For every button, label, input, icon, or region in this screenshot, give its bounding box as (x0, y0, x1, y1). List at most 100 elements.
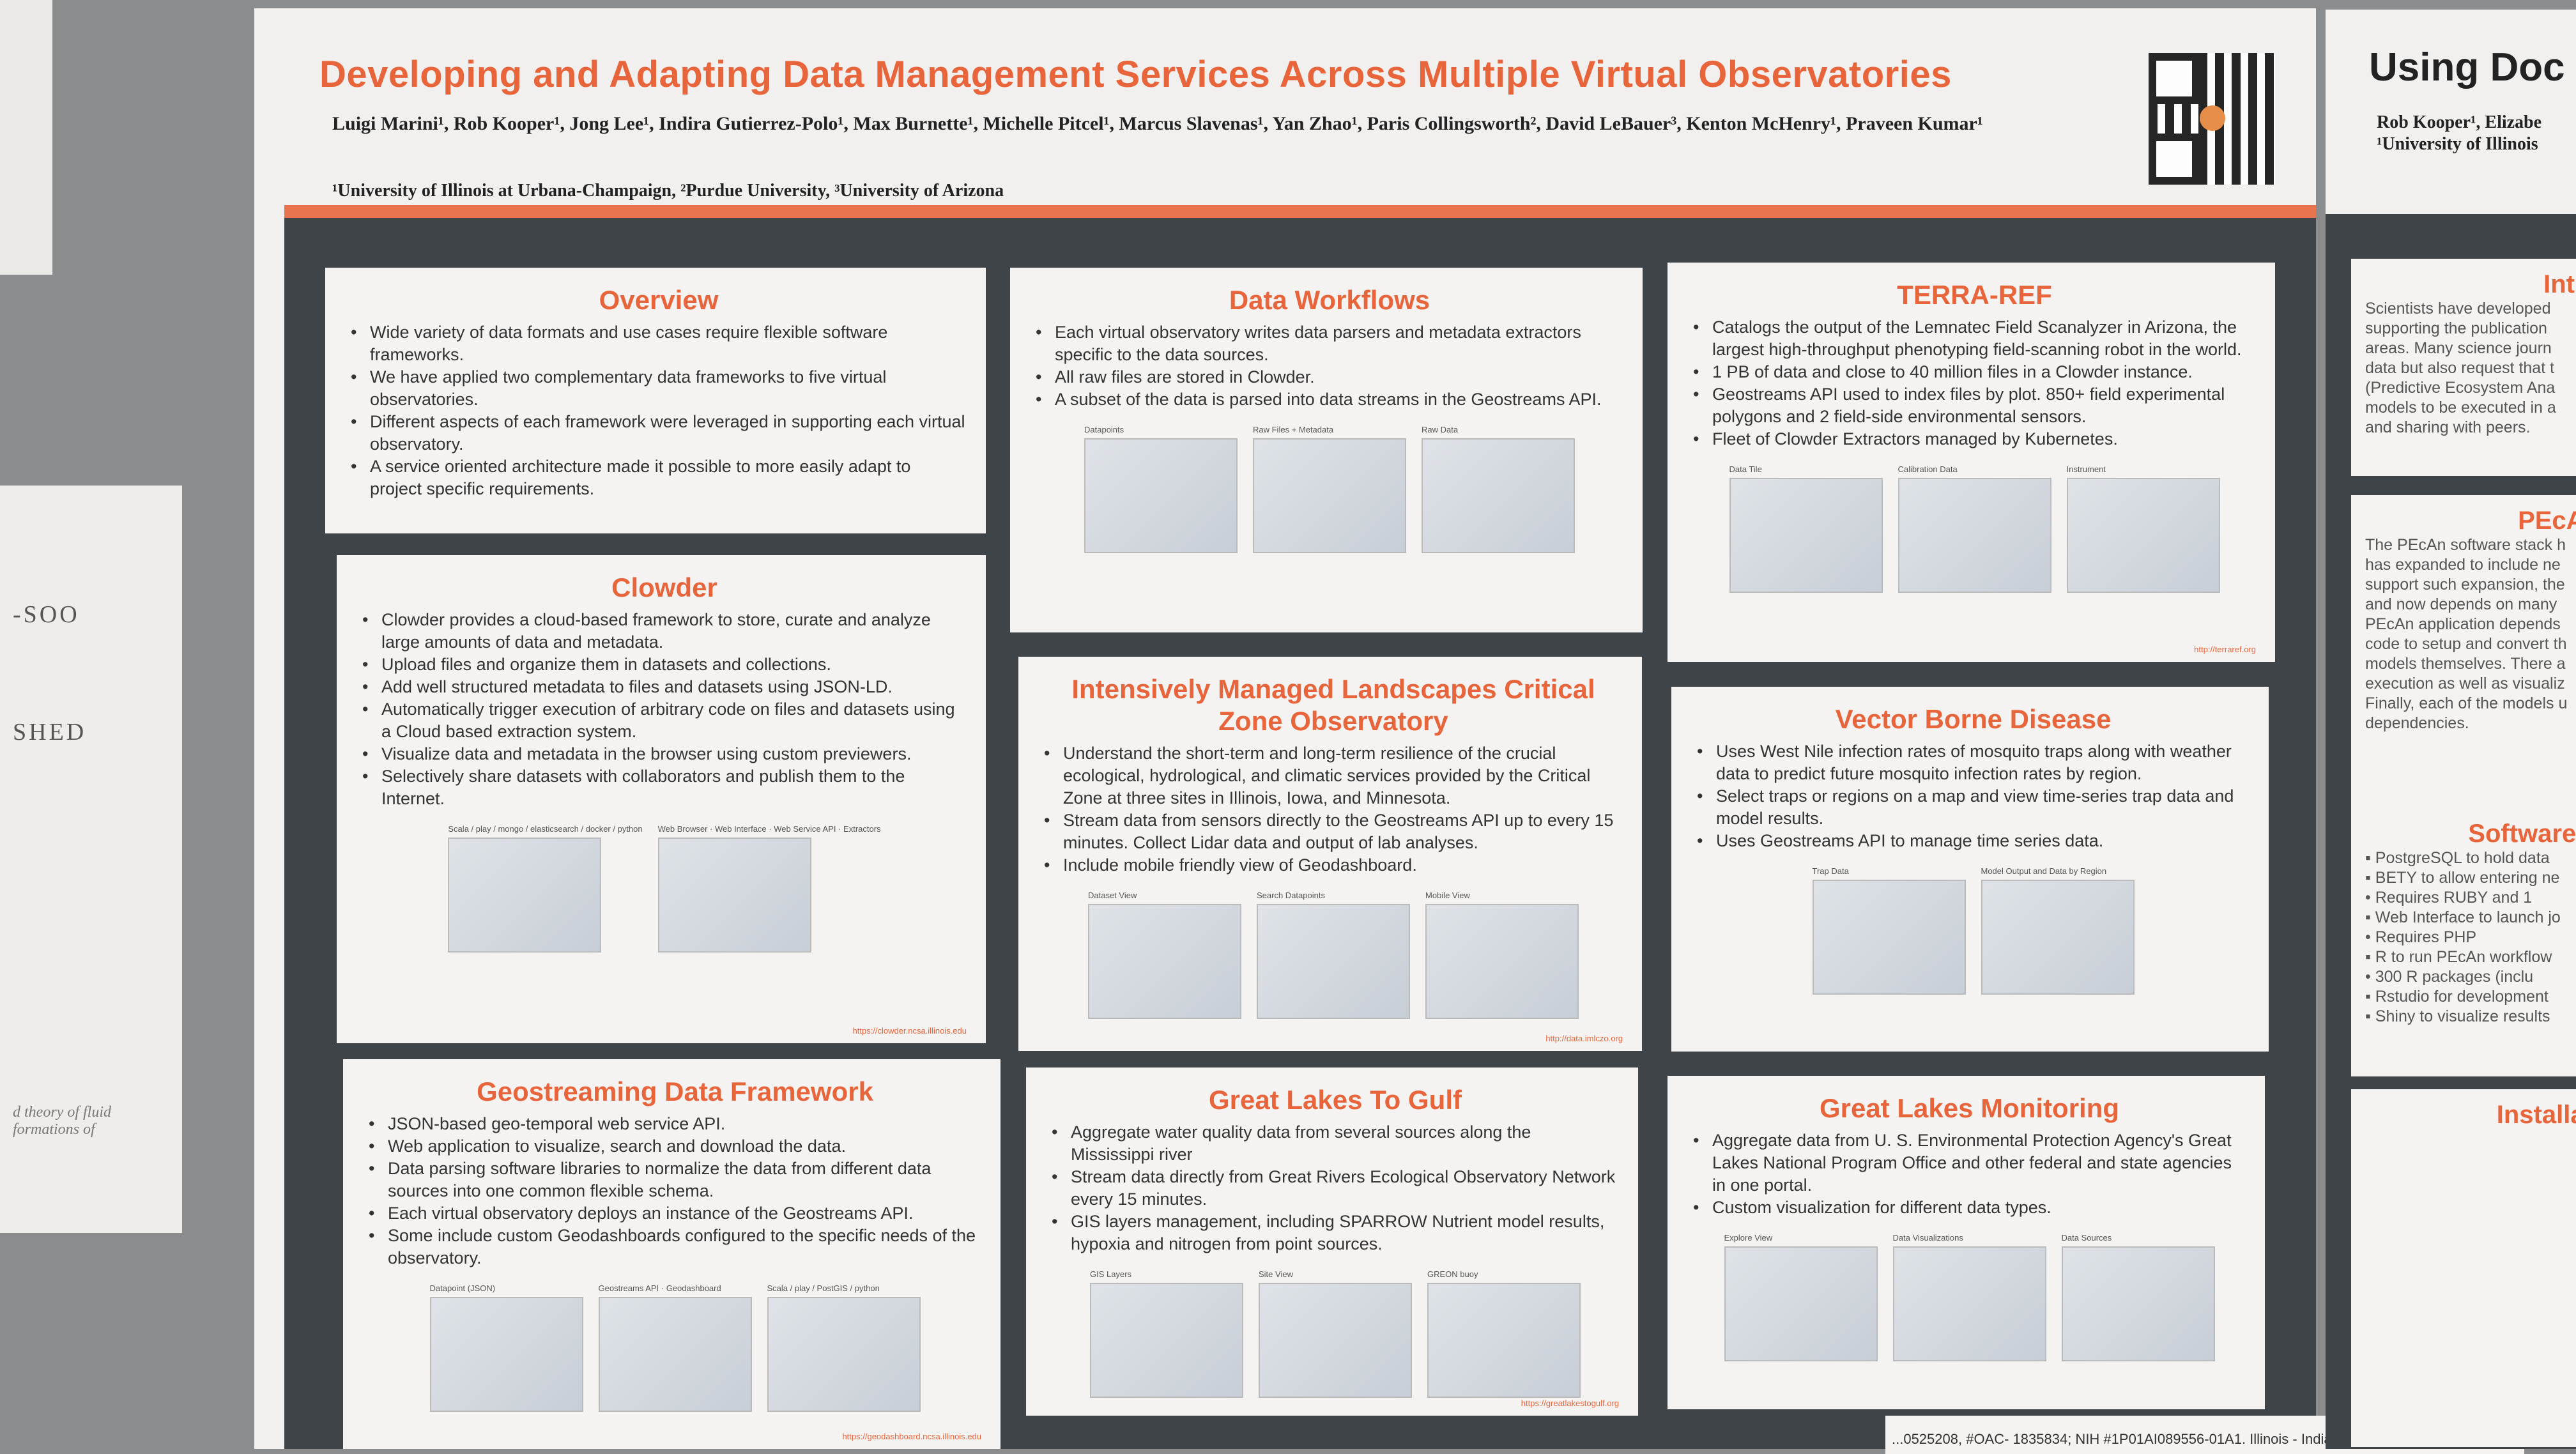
adjacent-poster-left-top (0, 0, 52, 275)
figure-thumbnail: Mobile View (1425, 891, 1579, 1019)
bullet-item: JSON-based geo-temporal web service API. (369, 1113, 981, 1135)
bullet-list: Each virtual observatory writes data par… (1036, 321, 1623, 411)
right-section-line: execution as well as visualiz (2365, 675, 2565, 693)
right-section-title: Installati (2496, 1101, 2576, 1129)
figure-panel: Trap Data Model Output and Data by Region (1697, 866, 2250, 995)
figure-thumbnail: Data Sources (2061, 1233, 2215, 1361)
right-poster-title: Using Doc (2369, 45, 2565, 89)
figure-panel: Explore View Data Visualizations Data Sour… (1693, 1233, 2246, 1361)
figure-panel: Datapoint (JSON) Geostreams API · Geodash… (369, 1283, 981, 1412)
figure-thumbnail: GREON buoy (1427, 1269, 1581, 1398)
bullet-item: Add well structured metadata to files an… (362, 676, 967, 698)
figure-image (1425, 904, 1579, 1019)
bullet-item: Stream data directly from Great Rivers E… (1052, 1166, 1619, 1211)
right-section: Installati (2351, 1089, 2576, 1447)
section-clowder: Clowder Clowder provides a cloud-based fr… (337, 555, 986, 1043)
figure-image (1259, 1283, 1412, 1398)
section-url[interactable]: https://geodashboard.ncsa.illinois.edu (842, 1432, 981, 1441)
section-url[interactable]: https://clowder.ncsa.illinois.edu (852, 1026, 967, 1036)
bullet-item: Wide variety of data formats and use cas… (351, 321, 967, 366)
right-section-line: • Requires PHP (2365, 928, 2477, 946)
bullet-item: A service oriented architecture made it … (351, 455, 967, 500)
bullet-list: Aggregate water quality data from severa… (1052, 1121, 1619, 1255)
poster-title: Developing and Adapting Data Management … (319, 54, 1952, 95)
section-url[interactable]: https://greatlakestogulf.org (1521, 1398, 1619, 1408)
figure-image (1892, 1246, 2046, 1361)
right-section-title: PEcAn (2518, 507, 2576, 535)
right-section-title: Software S (2468, 820, 2576, 848)
figure-caption: Raw Data (1422, 425, 1459, 434)
bullet-item: Automatically trigger execution of arbit… (362, 698, 967, 743)
qr-logo-icon (2200, 105, 2225, 131)
figure-image (2066, 478, 2220, 593)
bullet-item: Some include custom Geodashboards config… (369, 1225, 981, 1269)
bullet-item: Aggregate water quality data from severa… (1052, 1121, 1619, 1166)
figure-caption: Datapoints (1084, 425, 1124, 434)
figure-caption: Data Sources (2061, 1233, 2112, 1243)
right-section-line: PEcAn application depends (2365, 615, 2561, 633)
figure-thumbnail: Datapoint (JSON) (429, 1283, 583, 1412)
right-section-line: dependencies. (2365, 714, 2469, 732)
figure-thumbnail: Geostreams API · Geodashboard (598, 1283, 752, 1412)
bullet-item: All raw files are stored in Clowder. (1036, 366, 1623, 388)
bullet-list: Understand the short-term and long-term … (1044, 742, 1623, 876)
bullet-item: Fleet of Clowder Extractors managed by K… (1693, 428, 2256, 450)
bullet-item: Each virtual observatory writes data par… (1036, 321, 1623, 366)
figure-image (1812, 880, 1966, 995)
section-vector-borne-disease: Vector Borne Disease Uses West Nile infec… (1671, 687, 2269, 1052)
right-section-line: has expanded to include ne (2365, 556, 2561, 574)
figure-panel: Data Tile Calibration Data Instrument (1693, 464, 2256, 593)
right-section-line: ▪ BETY to allow entering ne (2365, 869, 2560, 887)
figure-thumbnail: Model Output and Data by Region (1981, 866, 2135, 995)
bullet-list: Aggregate data from U. S. Environmental … (1693, 1129, 2246, 1219)
right-authors: Rob Kooper¹, Elizabe (2377, 112, 2542, 132)
right-section-line: data but also request that t (2365, 359, 2555, 377)
left-poster-text: -SOO (13, 601, 80, 628)
figure-image (1253, 438, 1406, 553)
right-section-line: ▪ Shiny to visualize results (2365, 1007, 2550, 1025)
right-section-line: (Predictive Ecosystem Ana (2365, 379, 2556, 397)
bullet-item: Upload files and organize them in datase… (362, 654, 967, 676)
figure-caption: Scala / play / mongo / elasticsearch / d… (448, 824, 643, 834)
figure-caption: Calibration Data (1897, 464, 1958, 474)
figure-thumbnail: Instrument (2066, 464, 2220, 593)
figure-image (1724, 1246, 1878, 1361)
section-url[interactable]: http://data.imlczo.org (1545, 1034, 1623, 1043)
section-title: Clowder (611, 572, 717, 602)
figure-image (767, 1297, 921, 1412)
bullet-item: Data parsing software libraries to norma… (369, 1158, 981, 1202)
figure-caption: Site View (1259, 1269, 1293, 1279)
section-title: Overview (599, 285, 719, 315)
main-poster: Developing and Adapting Data Management … (254, 8, 2524, 1454)
figure-image (1729, 478, 1883, 593)
qr-code (2149, 53, 2275, 185)
header-divider (284, 205, 2316, 219)
figure-thumbnail: Data Tile (1729, 464, 1883, 593)
right-section-line: supporting the publication (2365, 319, 2547, 337)
figure-caption: Scala / play / PostGIS / python (767, 1283, 880, 1293)
figure-caption: Dataset View (1088, 891, 1137, 900)
figure-caption: Mobile View (1425, 891, 1470, 900)
section-title: Data Workflows (1229, 285, 1430, 315)
right-section-line: ▪ Rstudio for development (2365, 988, 2549, 1006)
right-section: Software S▪ PostgreSQL to hold data ▪ BET… (2351, 808, 2576, 1076)
section-title: Geostreaming Data Framework (477, 1076, 873, 1106)
adjacent-poster-left: -SOO SHED d theory of fluid formations o… (0, 486, 182, 1233)
figure-caption: Trap Data (1812, 866, 1849, 876)
figure-caption: Instrument (2066, 464, 2106, 474)
bullet-item: Different aspects of each framework were… (351, 411, 967, 455)
figure-panel: Datapoints Raw Files + Metadata Raw Data (1036, 425, 1623, 553)
bullet-item: 1 PB of data and close to 40 million fil… (1693, 361, 2256, 383)
right-section-line: ▪ R to run PEcAn workflow (2365, 948, 2552, 966)
bullet-item: We have applied two complementary data f… (351, 366, 967, 411)
section-imlczo: Intensively Managed Landscapes Critical … (1018, 657, 1642, 1051)
figure-panel: Dataset View Search Datapoints Mobile View (1044, 891, 1623, 1019)
figure-caption: Web Browser · Web Interface · Web Servic… (657, 824, 881, 834)
bullet-list: Clowder provides a cloud-based framework… (362, 609, 967, 810)
figure-thumbnail: Raw Data (1422, 425, 1575, 553)
right-section-line: areas. Many science journ (2365, 339, 2552, 357)
bullet-item: Catalogs the output of the Lemnatec Fiel… (1693, 316, 2256, 361)
right-section-line: and now depends on many (2365, 595, 2557, 613)
section-url[interactable]: http://terraref.org (2194, 645, 2256, 654)
figure-image (1427, 1283, 1581, 1398)
